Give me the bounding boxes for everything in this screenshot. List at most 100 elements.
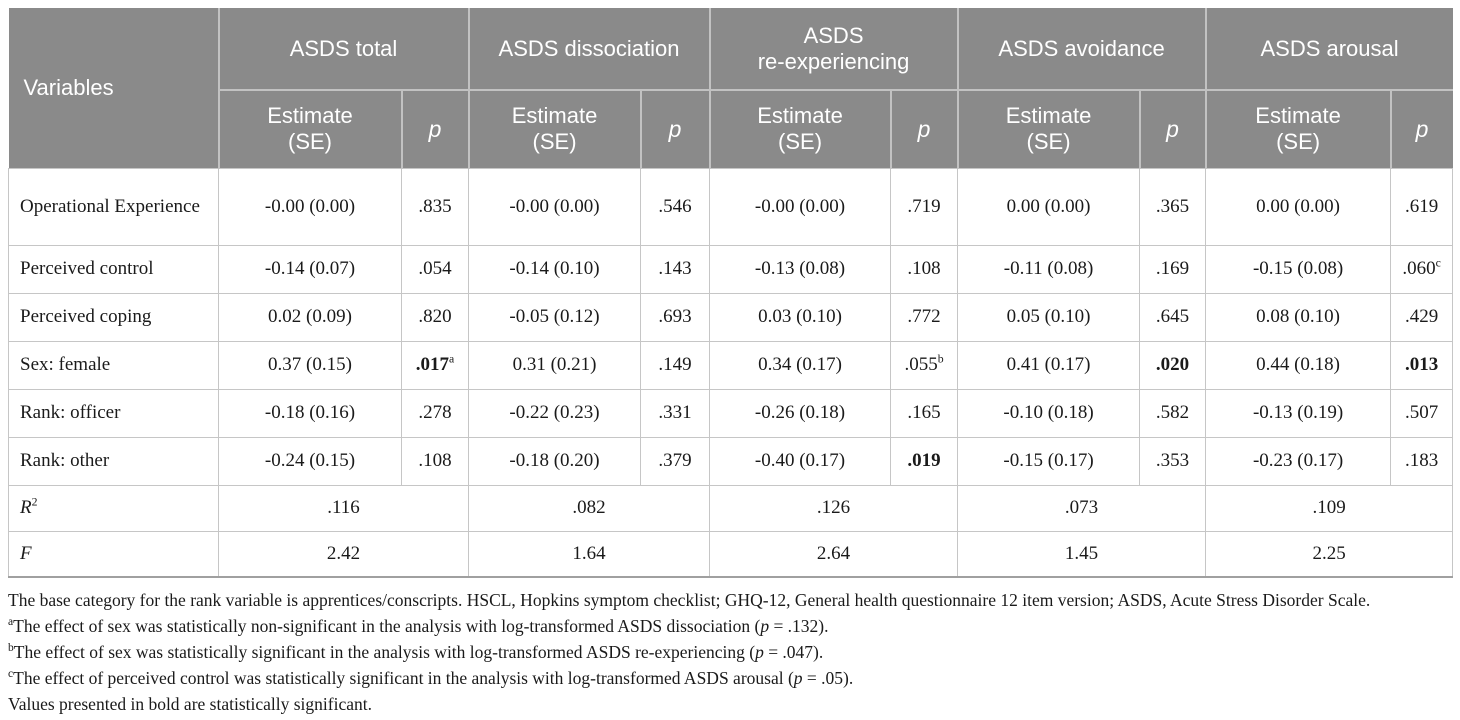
stat-value-cell: .126 (709, 484, 959, 532)
table-row: Rank: other -0.24 (0.15) .108 -0.18 (0.20).… (8, 436, 1454, 486)
stat-value-cell: .073 (957, 484, 1207, 532)
estimate-cell: -0.22 (0.23) (468, 388, 642, 438)
footnote: bThe effect of sex was statistically sig… (8, 642, 824, 662)
stat-value-cell: 2.25 (1205, 530, 1454, 578)
variable-label: Perceived control (8, 244, 219, 294)
p-value-cell: .108 (890, 244, 959, 294)
p-value-cell: .582 (1139, 388, 1207, 438)
estimate-cell: 0.44 (0.18) (1205, 340, 1392, 390)
variable-label: Sex: female (8, 340, 219, 390)
p-value-cell: .365 (1139, 167, 1207, 246)
p-header: p (889, 89, 958, 168)
table-header: Variables ASDS total ASDS dissociation A… (8, 8, 1453, 168)
estimate-cell: -0.13 (0.08) (709, 244, 892, 294)
p-value-cell: .055b (890, 340, 959, 390)
stat-value-cell: 2.42 (217, 530, 470, 578)
footnote: cThe effect of perceived control was sta… (8, 668, 854, 688)
estimate-cell: -0.00 (0.00) (218, 167, 402, 246)
p-header: p (1138, 89, 1206, 168)
estimate-cell: 0.05 (0.10) (957, 292, 1141, 342)
p-value-cell: .772 (890, 292, 959, 342)
stat-label: F (8, 530, 219, 578)
p-value-cell: .017a (400, 340, 470, 390)
p-value-cell: .183 (1390, 436, 1454, 486)
variable-label: Rank: other (8, 436, 219, 486)
estimate-cell: 0.00 (0.00) (1205, 167, 1392, 246)
estimate-cell: -0.18 (0.20) (468, 436, 642, 486)
estimate-cell: -0.00 (0.00) (709, 167, 892, 246)
table-row: Rank: officer -0.18 (0.16) .278 -0.22 (0.23… (8, 388, 1454, 438)
estimate-cell: -0.00 (0.00) (468, 167, 642, 246)
estimate-cell: 0.34 (0.17) (709, 340, 892, 390)
table-row: Sex: female 0.37 (0.15) .017a 0.31 (0.21) .1… (8, 340, 1454, 390)
p-value-cell: .619 (1390, 167, 1454, 246)
table-row: Operational Experience -0.00 (0.00) .835 -0… (8, 167, 1454, 246)
estimate-se-header: Estimate (SE) (708, 89, 891, 168)
footnote: Values presented in bold are statistical… (8, 694, 372, 714)
estimate-cell: 0.37 (0.15) (218, 340, 402, 390)
p-value-cell: .331 (640, 388, 711, 438)
estimate-cell: 0.03 (0.10) (709, 292, 892, 342)
p-value-cell: .835 (400, 167, 470, 246)
variable-label: Operational Experience (8, 167, 219, 246)
p-header: p (400, 89, 469, 168)
p-value-cell: .054 (400, 244, 470, 294)
estimate-cell: 0.00 (0.00) (957, 167, 1141, 246)
p-value-cell: .019 (890, 436, 959, 486)
sub-header-row: Estimate (SE) p Estimate (SE) p Estimate… (9, 89, 1453, 168)
p-value-cell: .143 (640, 244, 711, 294)
estimate-se-header: Estimate (SE) (217, 89, 402, 168)
p-value-cell: .149 (640, 340, 711, 390)
footnote: aThe effect of sex was statistically non… (8, 616, 829, 636)
estimate-cell: -0.23 (0.17) (1205, 436, 1392, 486)
p-value-cell: .693 (640, 292, 711, 342)
p-value-cell: .379 (640, 436, 711, 486)
group-header-asds-total: ASDS total (217, 8, 469, 90)
table-row: Perceived control -0.14 (0.07) .054 -0.14 (… (8, 244, 1454, 294)
p-value-cell: .507 (1390, 388, 1454, 438)
estimate-cell: -0.14 (0.10) (468, 244, 642, 294)
stat-value-cell: 1.64 (468, 530, 711, 578)
estimate-cell: -0.15 (0.08) (1205, 244, 1392, 294)
p-value-cell: .546 (640, 167, 711, 246)
estimate-cell: -0.05 (0.12) (468, 292, 642, 342)
p-value-cell: .020 (1139, 340, 1207, 390)
p-value-cell: .353 (1139, 436, 1207, 486)
p-value-cell: .719 (890, 167, 959, 246)
results-table: Variables ASDS total ASDS dissociation A… (8, 8, 1454, 578)
p-value-cell: .820 (400, 292, 470, 342)
stat-value-cell: 2.64 (709, 530, 959, 578)
estimate-cell: 0.08 (0.10) (1205, 292, 1392, 342)
estimate-cell: 0.02 (0.09) (218, 292, 402, 342)
estimate-cell: -0.14 (0.07) (218, 244, 402, 294)
estimate-cell: -0.15 (0.17) (957, 436, 1141, 486)
stat-value-cell: .109 (1205, 484, 1454, 532)
table-body: Operational Experience -0.00 (0.00) .835 -0… (8, 167, 1454, 578)
table-footnotes: The base category for the rank variable … (8, 587, 1452, 717)
estimate-cell: 0.31 (0.21) (468, 340, 642, 390)
p-value-cell: .169 (1139, 244, 1207, 294)
p-header: p (639, 89, 710, 168)
group-header-row: Variables ASDS total ASDS dissociation A… (8, 8, 1453, 168)
estimate-cell: -0.40 (0.17) (709, 436, 892, 486)
estimate-cell: -0.10 (0.18) (957, 388, 1141, 438)
p-value-cell: .278 (400, 388, 470, 438)
estimate-cell: -0.24 (0.15) (218, 436, 402, 486)
variable-label: Perceived coping (8, 292, 219, 342)
stat-value-cell: .116 (217, 484, 470, 532)
estimate-cell: -0.13 (0.19) (1205, 388, 1392, 438)
estimate-se-header: Estimate (SE) (1204, 89, 1391, 168)
p-value-cell: .060c (1390, 244, 1454, 294)
estimate-cell: 0.41 (0.17) (957, 340, 1141, 390)
summary-row: R2.116.082.126.073.109 (8, 484, 1454, 532)
variable-label: Rank: officer (8, 388, 219, 438)
group-header-asds-avoidance: ASDS avoidance (956, 8, 1206, 90)
p-header: p (1389, 89, 1453, 168)
estimate-cell: -0.26 (0.18) (709, 388, 892, 438)
estimate-cell: -0.18 (0.16) (218, 388, 402, 438)
p-value-cell: .429 (1390, 292, 1454, 342)
summary-row: F 2.42 1.64 2.64 1.45 2.25 (8, 530, 1454, 578)
estimate-cell: -0.11 (0.08) (957, 244, 1141, 294)
variables-column-header: Variables (8, 8, 220, 168)
